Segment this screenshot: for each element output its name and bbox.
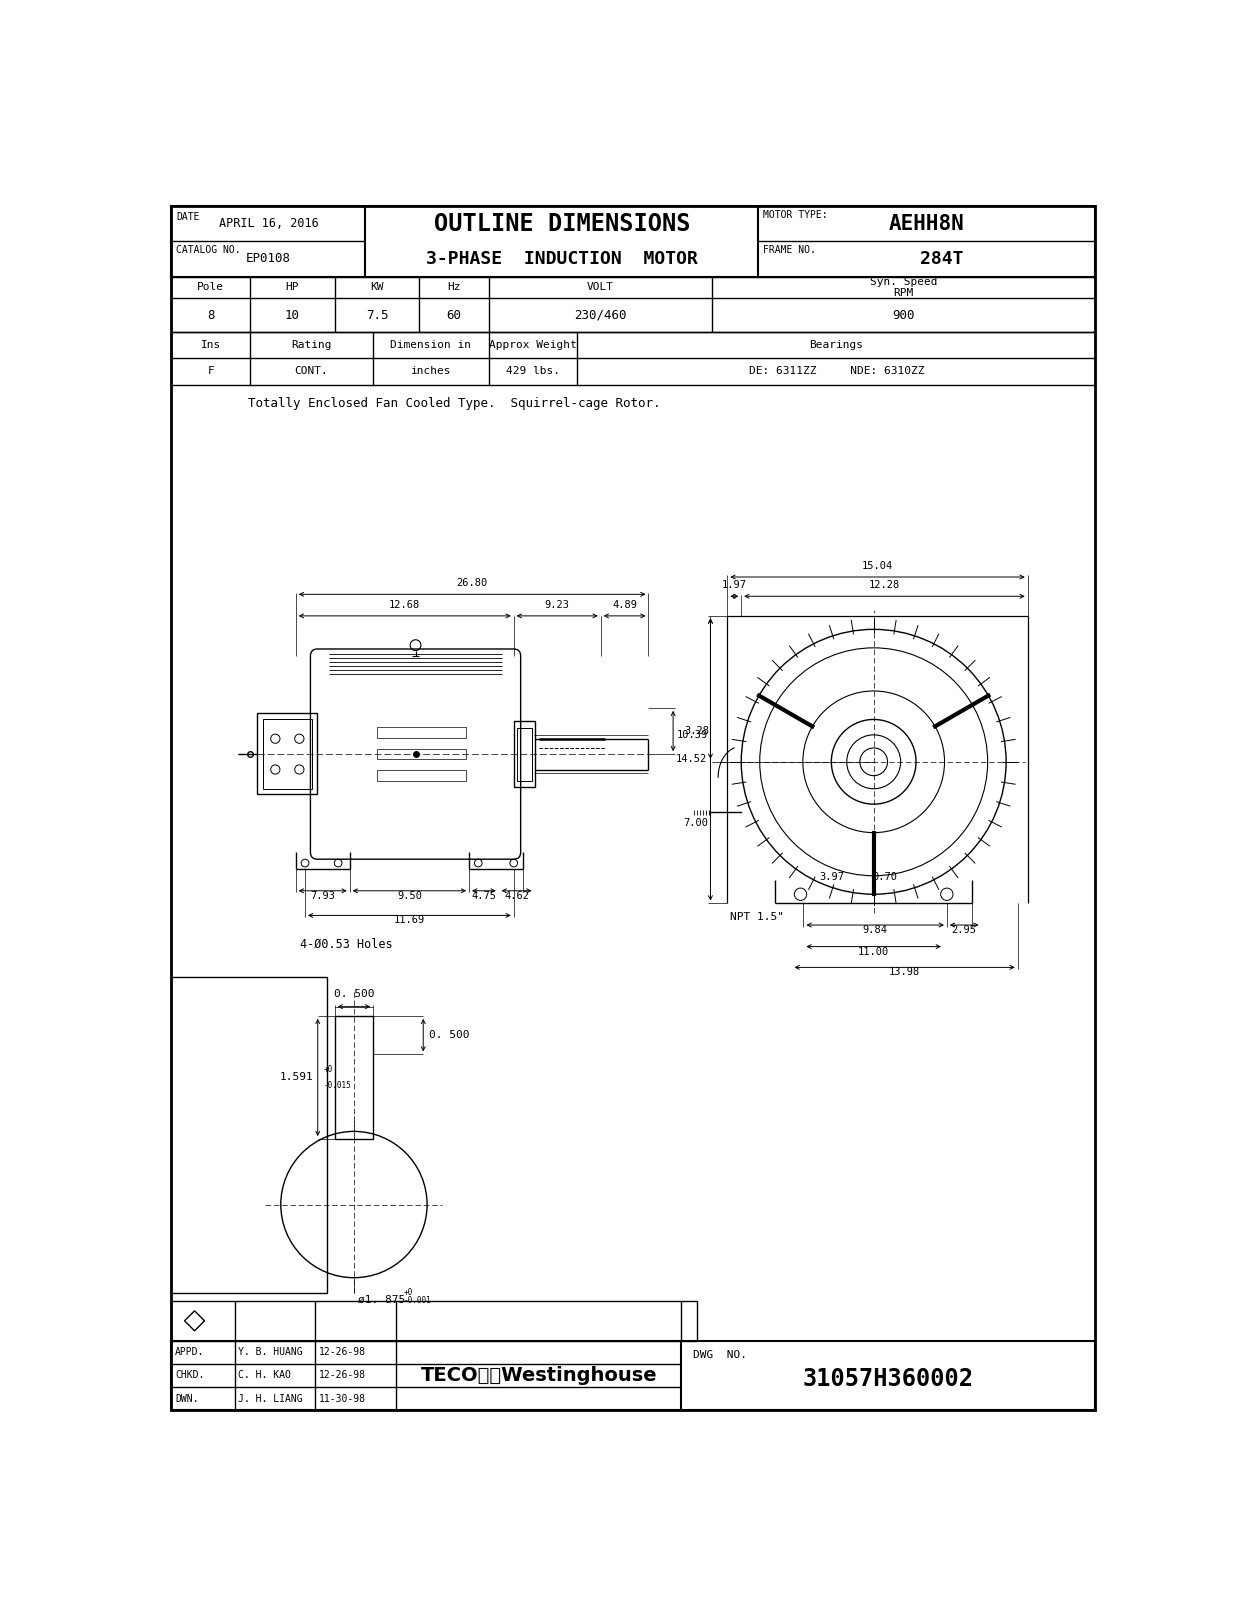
Text: 7.00: 7.00 <box>684 818 708 829</box>
Text: EP0108: EP0108 <box>246 253 290 266</box>
Text: 0. 500: 0. 500 <box>334 989 375 998</box>
Text: APPD.: APPD. <box>176 1347 205 1357</box>
Text: 9.84: 9.84 <box>863 925 887 934</box>
Text: 10: 10 <box>284 309 300 322</box>
Text: HP: HP <box>286 283 299 293</box>
Bar <box>172 333 1095 384</box>
Bar <box>517 728 533 781</box>
Text: F: F <box>208 366 214 376</box>
Text: 14.52: 14.52 <box>675 755 707 765</box>
Bar <box>257 714 318 794</box>
Text: 284T: 284T <box>921 250 964 267</box>
Text: Approx Weight: Approx Weight <box>489 341 577 350</box>
Text: OUTLINE DIMENSIONS: OUTLINE DIMENSIONS <box>434 211 690 235</box>
Bar <box>335 1016 373 1139</box>
Bar <box>377 749 466 760</box>
Text: DATE: DATE <box>176 213 199 222</box>
Bar <box>514 722 535 787</box>
Text: 0. 500: 0. 500 <box>429 1030 470 1040</box>
Text: 429 lbs.: 429 lbs. <box>506 366 560 376</box>
Text: Bearings: Bearings <box>810 341 863 350</box>
Text: Dimension in: Dimension in <box>391 341 471 350</box>
Text: J. H. LIANG: J. H. LIANG <box>239 1394 303 1403</box>
Text: MOTOR TYPE:: MOTOR TYPE: <box>763 210 827 219</box>
Text: CHKD.: CHKD. <box>176 1371 205 1381</box>
Text: 3.97: 3.97 <box>818 872 844 882</box>
Text: Ins: Ins <box>200 341 221 350</box>
Text: 4.89: 4.89 <box>612 600 637 610</box>
Text: 12-26-98: 12-26-98 <box>319 1347 366 1357</box>
Text: DWG  NO.: DWG NO. <box>692 1350 747 1360</box>
Text: 10.39: 10.39 <box>677 730 708 739</box>
Text: 0.70: 0.70 <box>873 872 897 882</box>
Text: 11-30-98: 11-30-98 <box>319 1394 366 1403</box>
Bar <box>172 978 328 1293</box>
Polygon shape <box>184 1310 205 1331</box>
Text: 4.75: 4.75 <box>471 891 497 901</box>
Text: KW: KW <box>371 283 384 293</box>
Text: Totally Enclosed Fan Cooled Type.  Squirrel-cage Rotor.: Totally Enclosed Fan Cooled Type. Squirr… <box>248 397 661 410</box>
Text: CATALOG NO.: CATALOG NO. <box>176 245 241 254</box>
Bar <box>377 770 466 781</box>
Text: 7.93: 7.93 <box>310 891 335 901</box>
Text: 1.591: 1.591 <box>281 1072 314 1083</box>
Text: 11.00: 11.00 <box>858 947 890 957</box>
Text: 11.69: 11.69 <box>394 915 425 925</box>
Text: ø1. 875: ø1. 875 <box>357 1294 405 1304</box>
Text: 31057H360002: 31057H360002 <box>803 1368 974 1392</box>
Text: 1.97: 1.97 <box>722 581 747 590</box>
Text: Pole: Pole <box>198 283 224 293</box>
Text: 900: 900 <box>892 309 915 322</box>
Text: Rating: Rating <box>292 341 331 350</box>
Text: Y. B. HUANG: Y. B. HUANG <box>239 1347 303 1357</box>
Text: -0.015: -0.015 <box>324 1080 352 1090</box>
Text: 3.28: 3.28 <box>685 726 709 736</box>
Text: 7.5: 7.5 <box>366 309 388 322</box>
Text: 15.04: 15.04 <box>861 562 894 571</box>
FancyBboxPatch shape <box>310 650 520 859</box>
Text: NPT 1.5": NPT 1.5" <box>729 912 784 922</box>
Text: 26.80: 26.80 <box>456 578 488 589</box>
Text: 12.28: 12.28 <box>869 581 900 590</box>
Text: 9.50: 9.50 <box>397 891 421 901</box>
Bar <box>263 718 311 789</box>
Text: 3-PHASE  INDUCTION  MOTOR: 3-PHASE INDUCTION MOTOR <box>426 250 698 267</box>
Text: 60: 60 <box>446 309 461 322</box>
Text: VOLT: VOLT <box>587 283 614 293</box>
Text: DE: 6311ZZ     NDE: 6310ZZ: DE: 6311ZZ NDE: 6310ZZ <box>749 366 925 376</box>
Bar <box>172 1301 697 1341</box>
Text: 230/460: 230/460 <box>574 309 627 322</box>
Text: +0: +0 <box>324 1066 334 1074</box>
Text: 13.98: 13.98 <box>889 968 921 978</box>
Bar <box>172 1341 1095 1410</box>
Text: 8: 8 <box>206 309 215 322</box>
Text: -0.001: -0.001 <box>404 1296 431 1306</box>
Text: +0: +0 <box>404 1288 413 1298</box>
Text: FRAME NO.: FRAME NO. <box>763 245 816 254</box>
Text: AEHH8N: AEHH8N <box>889 213 964 234</box>
Text: CONT.: CONT. <box>294 366 329 376</box>
Text: 9.23: 9.23 <box>545 600 570 610</box>
Text: inches: inches <box>410 366 451 376</box>
Text: 12-26-98: 12-26-98 <box>319 1371 366 1381</box>
Text: 4-Ø0.53 Holes: 4-Ø0.53 Holes <box>299 938 392 950</box>
Text: 12.68: 12.68 <box>389 600 420 610</box>
Text: C. H. KAO: C. H. KAO <box>239 1371 292 1381</box>
Text: Hz: Hz <box>447 283 461 293</box>
Bar <box>172 206 1095 277</box>
Text: APRIL 16, 2016: APRIL 16, 2016 <box>219 218 319 230</box>
Text: 2.95: 2.95 <box>952 925 976 934</box>
Text: TECOⓆⓌWestinghouse: TECOⓆⓌWestinghouse <box>420 1366 658 1386</box>
Bar <box>172 277 1095 333</box>
Text: DWN.: DWN. <box>176 1394 199 1403</box>
Bar <box>377 726 466 738</box>
Text: 4.62: 4.62 <box>504 891 529 901</box>
Text: Syn. Speed
RPM: Syn. Speed RPM <box>870 277 937 298</box>
